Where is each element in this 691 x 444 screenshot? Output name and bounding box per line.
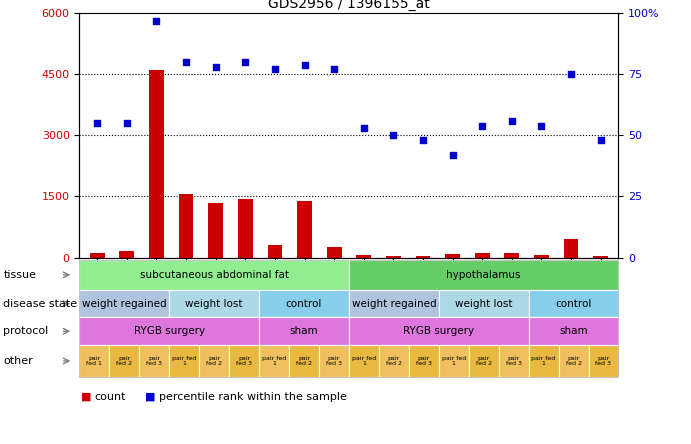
Point <box>477 122 488 129</box>
Text: pair
fed 2: pair fed 2 <box>296 356 312 366</box>
Text: percentile rank within the sample: percentile rank within the sample <box>159 392 347 402</box>
Text: RYGB surgery: RYGB surgery <box>404 326 474 336</box>
Text: weight regained: weight regained <box>82 299 167 309</box>
Title: GDS2956 / 1396155_at: GDS2956 / 1396155_at <box>268 0 430 11</box>
Text: ■: ■ <box>145 392 155 402</box>
Point <box>565 71 576 78</box>
Text: pair
fed 3: pair fed 3 <box>596 356 612 366</box>
Bar <box>386 256 401 258</box>
Text: pair
fed 2: pair fed 2 <box>565 356 582 366</box>
Point <box>92 120 103 127</box>
Point <box>507 117 518 124</box>
Text: subcutaneous abdominal fat: subcutaneous abdominal fat <box>140 270 289 280</box>
Text: protocol: protocol <box>3 326 48 336</box>
Bar <box>534 255 549 258</box>
Bar <box>504 254 519 258</box>
Bar <box>445 254 460 258</box>
Bar <box>475 253 490 258</box>
Text: pair fed
1: pair fed 1 <box>531 356 556 366</box>
Point <box>122 120 133 127</box>
Bar <box>120 251 134 258</box>
Point <box>358 125 369 132</box>
Point <box>329 66 340 73</box>
Bar <box>564 239 578 258</box>
Bar <box>149 70 164 258</box>
Text: RYGB surgery: RYGB surgery <box>134 326 205 336</box>
Point <box>151 17 162 24</box>
Bar <box>238 198 253 258</box>
Text: tissue: tissue <box>3 270 37 280</box>
Point <box>447 151 458 159</box>
Text: control: control <box>556 299 591 309</box>
Point <box>417 137 428 144</box>
Text: pair
fed 2: pair fed 2 <box>386 356 402 366</box>
Text: other: other <box>3 356 33 366</box>
Bar <box>179 194 193 258</box>
Bar <box>357 255 371 258</box>
Bar <box>90 254 104 258</box>
Text: pair
fed 3: pair fed 3 <box>416 356 432 366</box>
Point <box>180 59 191 66</box>
Text: pair fed
1: pair fed 1 <box>352 356 376 366</box>
Text: weight regained: weight regained <box>352 299 436 309</box>
Point <box>210 63 221 71</box>
Text: pair
fed 3: pair fed 3 <box>146 356 162 366</box>
Point <box>299 61 310 68</box>
Bar <box>208 202 223 258</box>
Text: sham: sham <box>290 326 319 336</box>
Text: disease state: disease state <box>3 299 77 309</box>
Bar <box>267 246 283 258</box>
Text: pair
fed 2: pair fed 2 <box>206 356 223 366</box>
Text: pair
fed 1: pair fed 1 <box>86 356 102 366</box>
Bar <box>415 256 430 258</box>
Text: pair
fed 3: pair fed 3 <box>236 356 252 366</box>
Text: pair
fed 3: pair fed 3 <box>506 356 522 366</box>
Text: pair fed
1: pair fed 1 <box>172 356 196 366</box>
Bar <box>297 201 312 258</box>
Text: count: count <box>95 392 126 402</box>
Text: weight lost: weight lost <box>455 299 513 309</box>
Bar <box>327 247 341 258</box>
Text: pair
fed 2: pair fed 2 <box>475 356 492 366</box>
Point <box>595 137 606 144</box>
Text: hypothalamus: hypothalamus <box>446 270 521 280</box>
Bar <box>594 256 608 258</box>
Text: ■: ■ <box>81 392 91 402</box>
Text: pair fed
1: pair fed 1 <box>262 356 286 366</box>
Text: weight lost: weight lost <box>185 299 243 309</box>
Text: control: control <box>286 299 322 309</box>
Point <box>269 66 281 73</box>
Point <box>388 132 399 139</box>
Text: pair
fed 2: pair fed 2 <box>116 356 133 366</box>
Point <box>240 59 251 66</box>
Point <box>536 122 547 129</box>
Text: pair fed
1: pair fed 1 <box>442 356 466 366</box>
Text: sham: sham <box>559 326 588 336</box>
Text: pair
fed 3: pair fed 3 <box>326 356 342 366</box>
